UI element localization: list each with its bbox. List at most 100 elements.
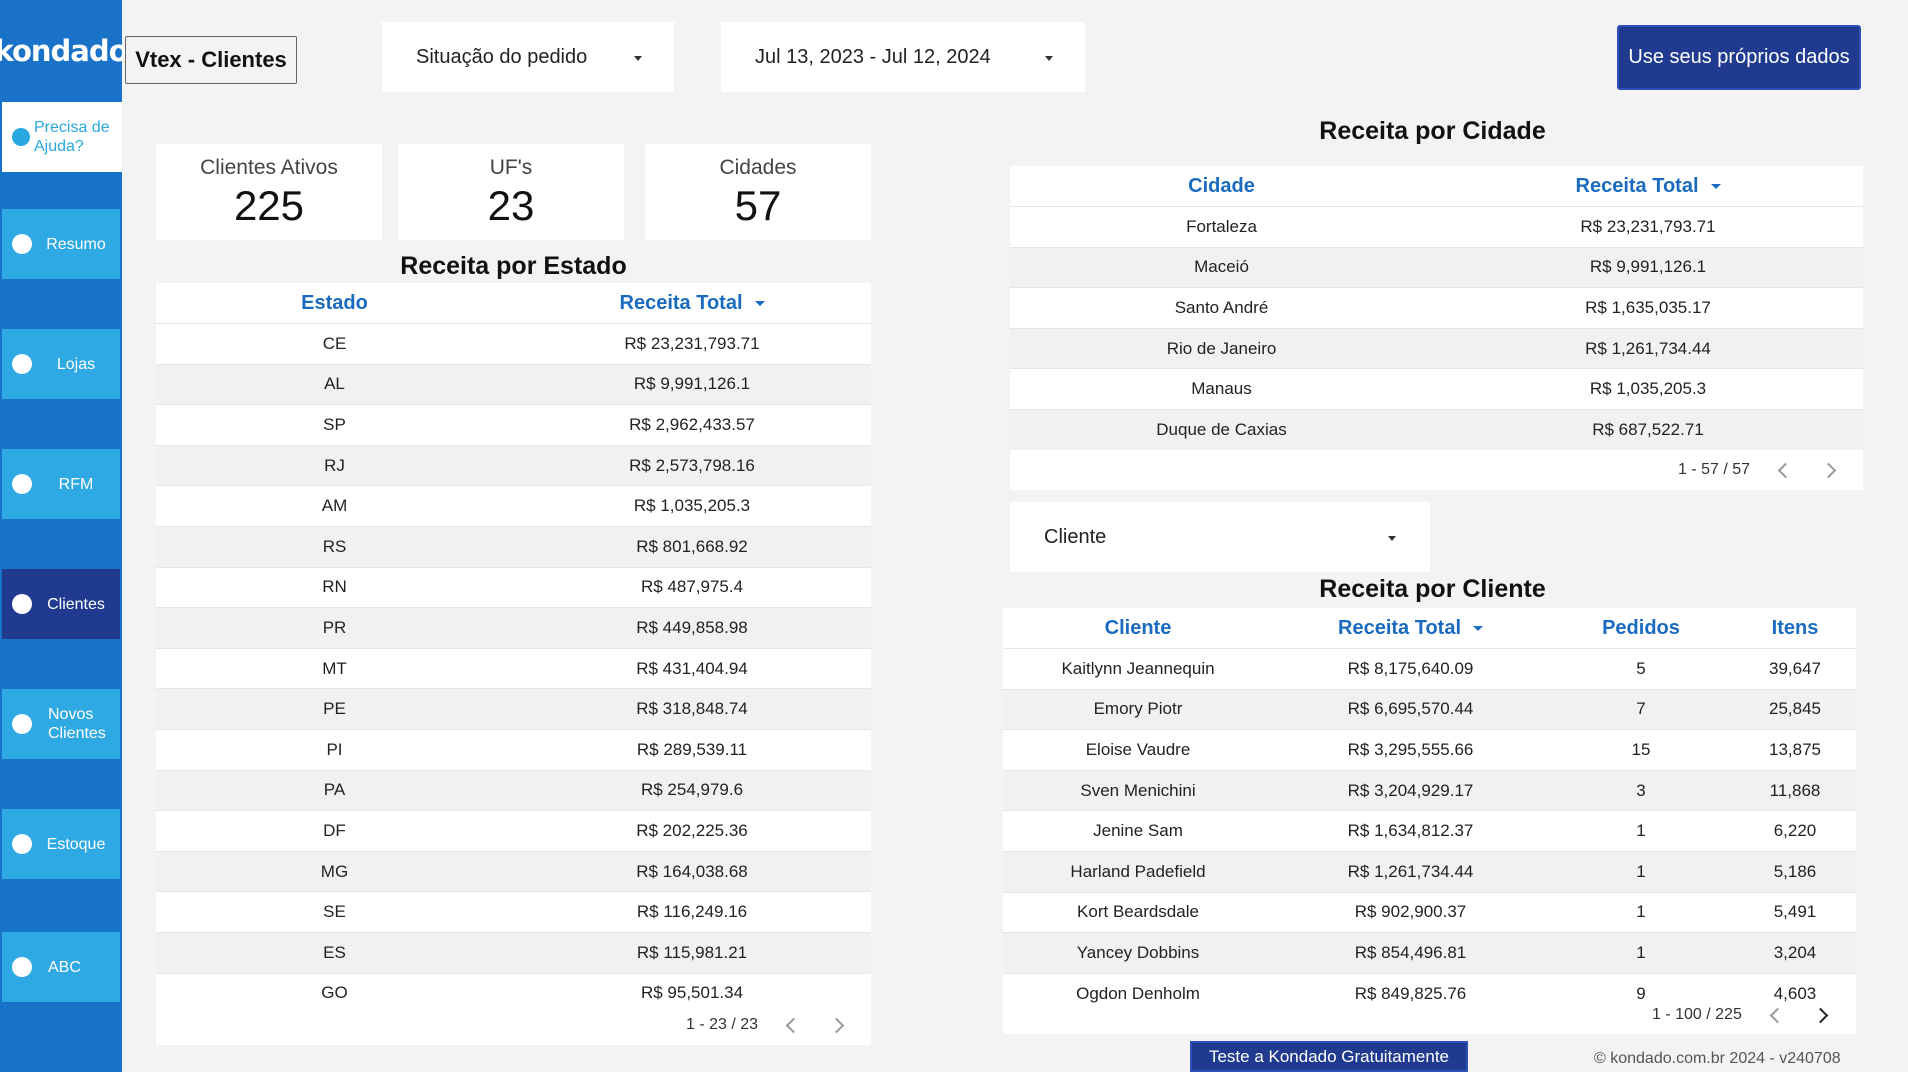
table-cell: Kort Beardsdale xyxy=(1077,902,1199,922)
status-filter-dropdown[interactable]: Situação do pedido xyxy=(382,22,674,92)
help-link[interactable]: Precisa de Ajuda? xyxy=(2,102,122,172)
chevron-right-icon[interactable] xyxy=(1820,462,1837,478)
table-row: Yancey Dobbins R$ 854,496.81 1 3,204 xyxy=(1003,932,1856,973)
table-cell: Rio de Janeiro xyxy=(1166,338,1277,358)
table-row: RS R$ 801,668.92 xyxy=(156,525,871,567)
chevron-left-icon[interactable] xyxy=(785,1017,802,1033)
chevron-right-icon[interactable] xyxy=(1812,1007,1829,1023)
table-row: SE R$ 116,249.16 xyxy=(156,891,871,932)
cliente-filter-dropdown[interactable]: Cliente xyxy=(1010,502,1430,572)
col-itens[interactable]: Itens xyxy=(1734,617,1856,640)
table-cell: R$ 1,634,812.37 xyxy=(1347,821,1474,841)
table-cell: Yancey Dobbins xyxy=(1076,942,1200,962)
cliente-rows: Kaitlynn Jeannequin R$ 8,175,640.09 5 39,64… xyxy=(1003,648,1856,1013)
estado-pager: 1 - 23 / 23 xyxy=(686,1016,860,1034)
table-row: PI R$ 289,539.11 xyxy=(156,728,871,770)
table-row: Emory Piotr R$ 6,695,570.44 7 25,845 xyxy=(1003,688,1856,730)
col-receita-total[interactable]: Receita Total xyxy=(1273,617,1548,640)
sidebar-item-label: Lojas xyxy=(56,355,96,373)
table-cell: Santo André xyxy=(1174,297,1269,317)
col-estado[interactable]: Estado xyxy=(156,292,513,315)
col-receita-total[interactable]: Receita Total xyxy=(1433,175,1863,198)
page-title: Vtex - Clientes xyxy=(125,36,297,84)
table-cell: R$ 1,035,205.3 xyxy=(1589,379,1707,399)
table-cell: R$ 431,404.94 xyxy=(636,658,748,678)
chevron-down-icon xyxy=(1045,56,1053,61)
sidebar-item-estoque[interactable]: Estoque xyxy=(2,809,120,879)
table-cell: 1 xyxy=(1636,902,1646,922)
col-cidade[interactable]: Cidade xyxy=(1010,175,1433,198)
table-row: Kort Beardsdale R$ 902,900.37 1 5,491 xyxy=(1003,891,1856,933)
sidebar-item-clientes[interactable]: Clientes xyxy=(2,569,120,639)
nav-dot-icon xyxy=(12,354,32,374)
nav-dot-icon xyxy=(12,957,32,977)
table-cell: Eloise Vaudre xyxy=(1085,739,1191,759)
nav-dot-icon xyxy=(12,714,32,734)
table-row: Jenine Sam R$ 1,634,812.37 1 6,220 xyxy=(1003,810,1856,851)
table-row: CE R$ 23,231,793.71 xyxy=(156,323,871,364)
chevron-right-icon[interactable] xyxy=(828,1017,845,1033)
copyright-text: © kondado.com.br 2024 - v240708 xyxy=(1594,1050,1841,1067)
table-cell: 5,491 xyxy=(1773,902,1817,922)
table-cell: R$ 849,825.76 xyxy=(1354,983,1467,1003)
table-cell: PA xyxy=(323,780,346,800)
table-row: RN R$ 487,975.4 xyxy=(156,566,871,608)
col-cliente-label: Cliente xyxy=(1104,616,1172,639)
sidebar-item-novos-clientes[interactable]: Novos Clientes xyxy=(2,689,120,759)
table-row: Ogdon Denholm R$ 849,825.76 9 4,603 xyxy=(1003,972,1856,1014)
table-cell: ES xyxy=(323,942,346,962)
table-cell: R$ 9,991,126.1 xyxy=(633,374,751,394)
table-cell: 7 xyxy=(1636,699,1646,719)
table-row: DF R$ 202,225.36 xyxy=(156,810,871,851)
chevron-left-icon[interactable] xyxy=(1769,1007,1786,1023)
cidade-table-header: Cidade Receita Total xyxy=(1010,166,1863,206)
table-row: ES R$ 115,981.21 xyxy=(156,931,871,973)
table-cell: 5 xyxy=(1636,658,1646,678)
table-cell: R$ 116,249.16 xyxy=(636,902,748,922)
free-trial-button[interactable]: Teste a Kondado Gratuitamente xyxy=(1190,1041,1468,1072)
table-cell: CE xyxy=(322,333,347,353)
col-pedidos[interactable]: Pedidos xyxy=(1548,617,1734,640)
table-cell: Fortaleza xyxy=(1186,216,1257,236)
use-own-data-button[interactable]: Use seus próprios dados xyxy=(1617,25,1861,90)
table-cell: 4,603 xyxy=(1773,983,1817,1003)
date-range-picker[interactable]: Jul 13, 2023 - Jul 12, 2024 xyxy=(721,22,1085,92)
kpi-label: Cidades xyxy=(719,156,797,179)
col-receita-total-label: Receita Total xyxy=(1338,616,1461,639)
table-cell: MT xyxy=(322,658,347,678)
table-row: RJ R$ 2,573,798.16 xyxy=(156,444,871,486)
table-cell: R$ 23,231,793.71 xyxy=(624,333,760,353)
kpi-value: 57 xyxy=(734,182,782,229)
table-cell: 11,868 xyxy=(1769,780,1821,800)
table-cell: Emory Piotr xyxy=(1093,699,1183,719)
table-cell: PI xyxy=(326,739,343,759)
nav-dot-icon xyxy=(12,234,32,254)
sidebar-item-resumo[interactable]: Resumo xyxy=(2,209,120,279)
sidebar-item-rfm[interactable]: RFM xyxy=(2,449,120,519)
table-row: Fortaleza R$ 23,231,793.71 xyxy=(1010,206,1863,247)
table-cell: 1 xyxy=(1636,942,1646,962)
chevron-left-icon[interactable] xyxy=(1777,462,1794,478)
table-cell: 3,204 xyxy=(1773,942,1817,962)
sidebar-item-label: Resumo xyxy=(46,235,106,253)
date-range-label: Jul 13, 2023 - Jul 12, 2024 xyxy=(755,45,991,68)
sidebar-item-lojas[interactable]: Lojas xyxy=(2,329,120,399)
table-cell: R$ 95,501.34 xyxy=(640,983,744,1003)
sidebar-item-label: RFM xyxy=(58,475,94,493)
kondado-logo[interactable]: kondado xyxy=(0,0,129,102)
table-cell: GO xyxy=(321,983,348,1003)
col-receita-total[interactable]: Receita Total xyxy=(513,292,871,315)
col-cliente[interactable]: Cliente xyxy=(1003,617,1273,640)
table-cell: R$ 854,496.81 xyxy=(1354,942,1467,962)
table-cell: R$ 23,231,793.71 xyxy=(1580,216,1716,236)
estado-rows: CE R$ 23,231,793.71 AL R$ 9,991,126.1 SP R$ 2… xyxy=(156,323,871,1013)
table-cell: Ogdon Denholm xyxy=(1076,983,1200,1003)
sidebar-item-abc[interactable]: ABC xyxy=(2,932,120,1002)
table-cell: R$ 254,979.6 xyxy=(640,780,744,800)
table-cell: Harland Padefield xyxy=(1070,861,1206,881)
table-row: Kaitlynn Jeannequin R$ 8,175,640.09 5 39,64… xyxy=(1003,648,1856,689)
table-row: Harland Padefield R$ 1,261,734.44 1 5,186 xyxy=(1003,850,1856,892)
nav-dot-icon xyxy=(12,834,32,854)
table-cell: MG xyxy=(320,861,349,881)
cidade-table: Cidade Receita Total Fortaleza R$ 23,231,… xyxy=(1010,166,1863,490)
